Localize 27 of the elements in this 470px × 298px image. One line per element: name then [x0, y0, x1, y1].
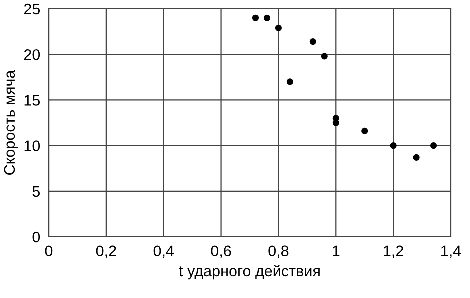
x-tick-label: 1,4 [442, 246, 462, 258]
y-tick-label: 20 [24, 49, 40, 60]
point [413, 154, 420, 161]
x-tick-label: 0,4 [154, 246, 174, 258]
x-tick-label: 0 [45, 246, 53, 257]
x-tick-label: 1 [333, 246, 340, 256]
point [252, 14, 260, 22]
point [362, 128, 368, 134]
x-tick-label: 0,2 [96, 246, 116, 258]
y-tick-label: 10 [24, 140, 40, 152]
y-tick-label: 5 [32, 186, 40, 198]
point [310, 38, 316, 46]
y-tick-label: 15 [24, 95, 40, 106]
point [321, 53, 328, 60]
point [264, 14, 271, 22]
point [332, 120, 340, 126]
x-tick-label: 0,6 [211, 246, 232, 258]
point [286, 78, 294, 86]
y-tick-label: 25 [24, 4, 40, 15]
x-axis-title: t ударного действия [179, 265, 320, 280]
point [430, 142, 438, 150]
x-tick-label: 0,8 [268, 246, 289, 258]
point [390, 142, 397, 150]
x-tick-label: 1,2 [384, 246, 404, 258]
y-axis-title: Скорость мяча [4, 70, 18, 175]
y-tick-label: 0 [32, 232, 40, 243]
point [275, 24, 282, 32]
